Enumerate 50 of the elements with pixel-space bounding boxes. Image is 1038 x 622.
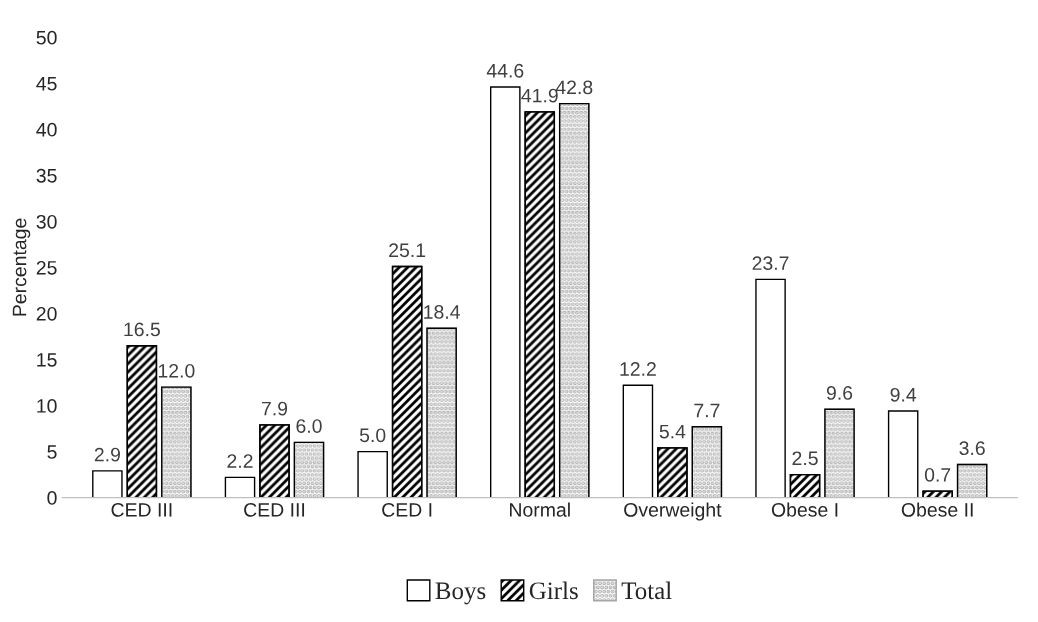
- y-tick-label: 35: [36, 168, 57, 183]
- y-tick-label: 10: [37, 399, 57, 413]
- data-label: 23.7: [752, 256, 789, 271]
- data-label: 41.9: [521, 88, 558, 103]
- data-label: 5.0: [359, 428, 386, 443]
- data-label: 25.1: [389, 243, 426, 258]
- data-label: 6.0: [296, 419, 322, 433]
- x-tick-label: CED III: [244, 502, 305, 517]
- data-label: 7.9: [261, 401, 288, 416]
- x-tick-label: CED III: [111, 502, 172, 517]
- y-tick-label: 0: [47, 491, 57, 505]
- data-label: 12.2: [620, 362, 656, 376]
- y-tick-label: 50: [36, 30, 57, 45]
- data-label: 42.8: [555, 80, 593, 95]
- x-tick-label: Overweight: [624, 502, 722, 521]
- y-tick-label: 20: [36, 306, 57, 321]
- data-label: 9.4: [890, 387, 917, 402]
- data-label: 3.6: [959, 441, 985, 456]
- x-tick-label: Normal: [510, 502, 570, 517]
- y-tick-label: 40: [36, 122, 57, 137]
- y-tick-label: 25: [36, 260, 57, 275]
- data-label: 2.2: [227, 454, 253, 468]
- legend-label: Girls: [529, 581, 578, 600]
- bar: [755, 278, 786, 498]
- x-tick-label: CED I: [382, 502, 432, 517]
- data-label: 16.5: [124, 322, 160, 337]
- data-label: 44.6: [486, 63, 524, 78]
- y-tick-label: 15: [37, 353, 57, 367]
- bar: [887, 410, 919, 498]
- bar: [92, 470, 123, 498]
- bar: [357, 450, 388, 498]
- x-tick-label: Obese I: [771, 502, 838, 517]
- legend-label: Boys: [435, 582, 486, 605]
- bar: [224, 476, 256, 498]
- bar: [622, 384, 654, 498]
- y-tick-label: 30: [36, 214, 57, 229]
- data-label: 7.7: [694, 403, 720, 418]
- y-tick-label: 5: [47, 445, 57, 459]
- y-axis-title: Percentage: [12, 218, 31, 316]
- data-label: 9.6: [826, 386, 853, 400]
- x-tick-label: Obese II: [901, 502, 973, 517]
- bar: [489, 86, 521, 498]
- legend-label: Total: [621, 581, 672, 600]
- data-label: 18.4: [424, 305, 460, 319]
- data-label: 0.7: [924, 467, 951, 482]
- y-tick-label: 45: [36, 77, 57, 91]
- data-label: 2.9: [94, 447, 120, 462]
- data-label: 12.0: [158, 363, 195, 378]
- data-label: 5.4: [659, 424, 686, 439]
- data-label: 2.5: [792, 451, 818, 466]
